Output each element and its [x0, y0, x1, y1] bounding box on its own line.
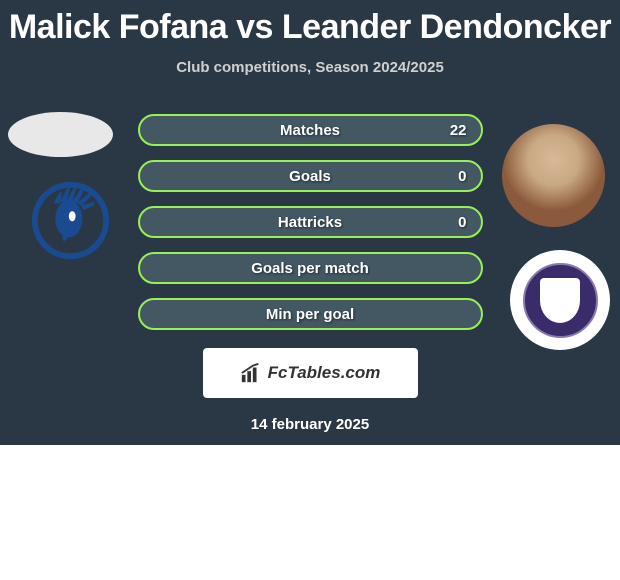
- stat-row-matches: Matches 22: [138, 114, 483, 146]
- main-container: Malick Fofana vs Leander Dendoncker Club…: [0, 0, 620, 433]
- bar-chart-icon: [240, 362, 262, 384]
- stat-value-right: 22: [450, 122, 467, 139]
- stat-label: Matches: [280, 122, 340, 139]
- player-avatar-left: [8, 112, 113, 157]
- date-text: 14 february 2025: [0, 416, 620, 433]
- anderlecht-crest-icon: [523, 263, 598, 338]
- indian-head-icon: [28, 178, 113, 263]
- club-logo-right: [510, 250, 610, 350]
- watermark-badge: FcTables.com: [203, 348, 418, 398]
- stat-value-right: 0: [458, 214, 466, 231]
- page-subtitle: Club competitions, Season 2024/2025: [0, 59, 620, 76]
- stat-label: Hattricks: [278, 214, 342, 231]
- stat-row-goals-per-match: Goals per match: [138, 252, 483, 284]
- stat-row-hattricks: Hattricks 0: [138, 206, 483, 238]
- club-logo-left: [20, 175, 120, 265]
- stat-row-min-per-goal: Min per goal: [138, 298, 483, 330]
- bottom-white-area: [0, 445, 620, 580]
- page-title: Malick Fofana vs Leander Dendoncker: [0, 8, 620, 47]
- stat-label: Goals: [289, 168, 331, 185]
- stat-label: Goals per match: [251, 260, 369, 277]
- stat-value-right: 0: [458, 168, 466, 185]
- stat-label: Min per goal: [266, 306, 354, 323]
- stat-row-goals: Goals 0: [138, 160, 483, 192]
- watermark-text: FcTables.com: [268, 363, 381, 383]
- player-avatar-right: [502, 124, 605, 227]
